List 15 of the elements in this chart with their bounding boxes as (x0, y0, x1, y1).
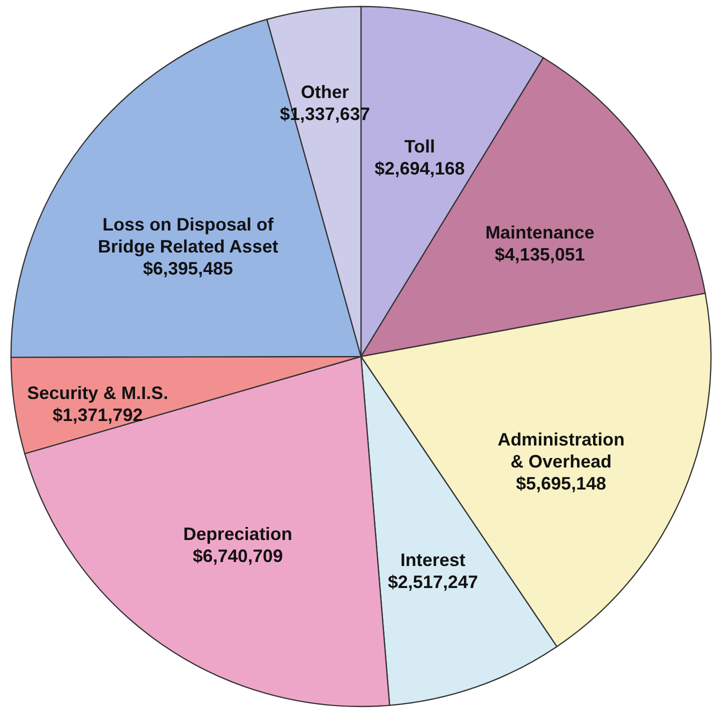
data-label: $1,371,792 (52, 405, 143, 426)
slice-label: Depreciation (183, 524, 292, 544)
slice-label: Interest (400, 550, 466, 570)
data-label: $4,135,051 (494, 244, 585, 265)
data-label: $5,695,148 (516, 474, 606, 494)
slice-label: Security & M.I.S. (27, 383, 168, 404)
slice-label: Toll (404, 136, 436, 157)
slice-label: Loss on Disposal of Bridge Related Asset (98, 214, 278, 256)
slice-label: Maintenance (485, 222, 594, 243)
slice-label: Other (300, 82, 349, 102)
data-label: $6,740,709 (192, 546, 283, 566)
data-label: $2,517,247 (388, 572, 478, 592)
slice-label: Administration & Overhead (498, 430, 625, 472)
data-label: $6,395,485 (142, 258, 234, 278)
data-label: $2,694,168 (374, 158, 465, 179)
